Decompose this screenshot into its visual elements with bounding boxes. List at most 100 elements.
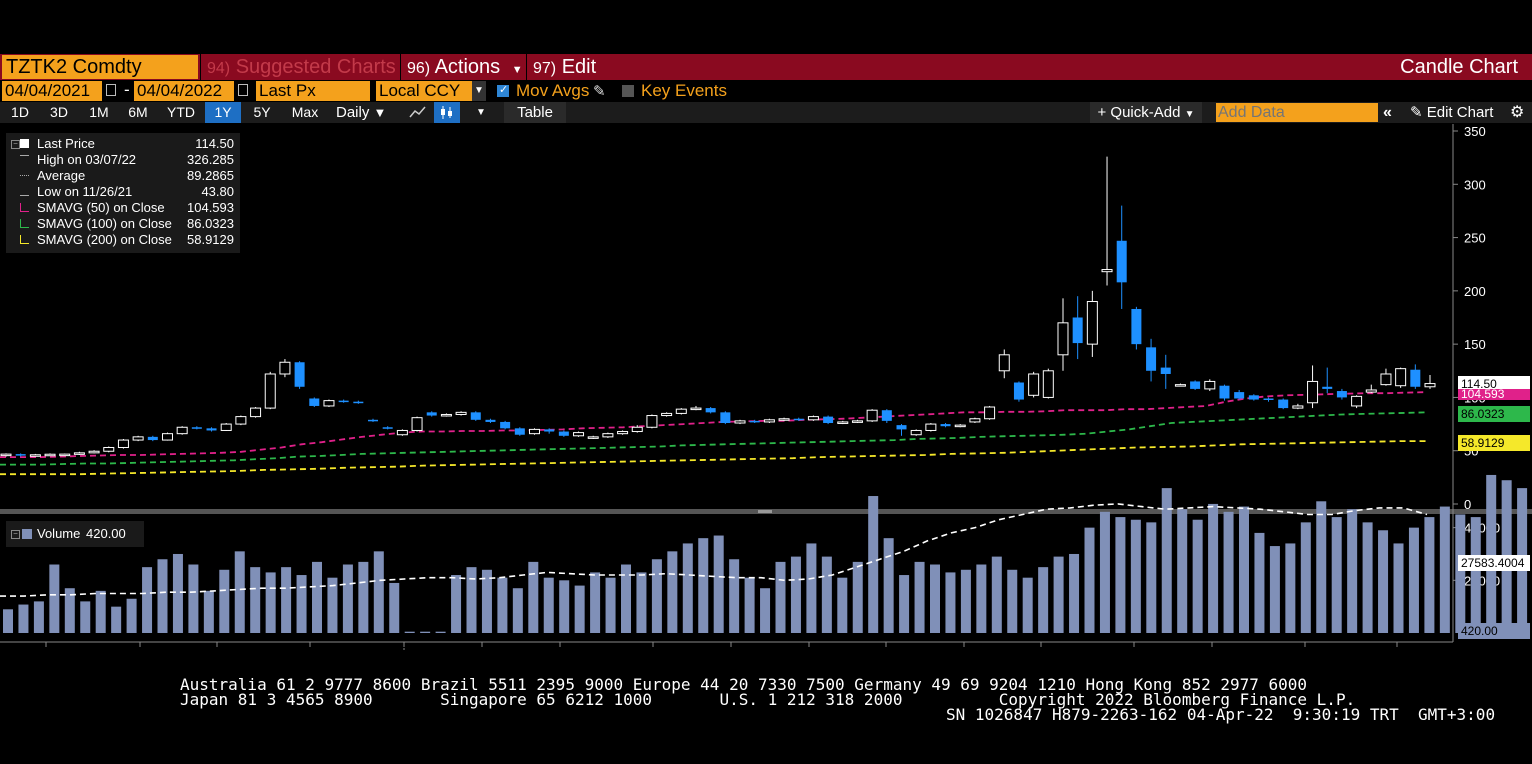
range-6m[interactable]: 6M (128, 104, 148, 120)
actions-label: Actions (434, 56, 501, 78)
start-calendar-icon[interactable] (106, 84, 116, 96)
range-1d[interactable]: 1D (11, 104, 29, 120)
x-tick-label: Nov 30 (27, 648, 65, 650)
candle-body-down (191, 427, 202, 429)
volume-bar (1099, 511, 1110, 633)
volume-bar (559, 580, 570, 633)
price-tick-label: 250 (1464, 231, 1486, 246)
legend-row-last-price: Last Price 114.50 (6, 136, 240, 152)
x-tick-label: Dec 15 (198, 648, 236, 650)
candle-body-down (940, 424, 951, 427)
volume-bar (1038, 567, 1049, 633)
candle-body-up (279, 361, 291, 375)
candle-body-up (925, 423, 937, 431)
candle-body-up (1057, 322, 1069, 356)
volume-bar (95, 590, 106, 633)
currency-chevron-down-icon[interactable]: ▼ (472, 81, 486, 101)
range-5y[interactable]: 5Y (253, 104, 271, 120)
volume-bar (899, 575, 910, 633)
volume-bar (883, 538, 894, 633)
candle-body-down (147, 436, 158, 441)
candle-body-down (1219, 385, 1230, 399)
volume-bar (1161, 488, 1172, 633)
candle-body-up (1042, 370, 1054, 398)
candle-body-up (661, 412, 673, 417)
x-tick-label: Jan 31 (713, 648, 749, 650)
last-price-swatch (20, 139, 29, 148)
range-ytd[interactable]: YTD (167, 104, 195, 120)
volume-bar (1316, 501, 1327, 633)
candle-body-down (338, 400, 349, 403)
candle-body-down (1072, 317, 1083, 344)
legend-value: 58.9129 (187, 232, 234, 247)
quick-add-button[interactable]: + Quick-Add ▼ (1090, 102, 1202, 123)
volume-bar (821, 556, 832, 633)
candle-body-down (1336, 391, 1347, 398)
low-marker-icon (20, 187, 29, 196)
suggested-charts-menu[interactable]: 94) Suggested Charts (200, 54, 400, 80)
price-field-select[interactable]: Last Px (256, 81, 370, 101)
volume-bar (574, 585, 585, 633)
quick-add-chevron-icon: ▼ (1184, 109, 1195, 120)
volume-bar (744, 577, 755, 633)
candle-body-up (176, 426, 188, 435)
volume-average-line (0, 503, 1428, 597)
legend-row-average: Average 89.2865 (6, 168, 240, 184)
volume-bar (1130, 519, 1141, 633)
volume-bar (1084, 527, 1095, 633)
volume-legend-collapse-icon[interactable]: − (11, 530, 20, 539)
chart-type-title: Candle Chart (1400, 56, 1518, 78)
volume-bar (327, 577, 338, 633)
range-max[interactable]: Max (291, 104, 319, 120)
candle-body-up (1365, 389, 1377, 393)
volume-bar (543, 577, 554, 633)
candle-body-down (749, 420, 760, 423)
volume-bar (790, 556, 801, 633)
candle-body-up (59, 453, 71, 457)
volume-swatch (22, 529, 32, 539)
gear-icon[interactable]: ⚙ (1510, 104, 1525, 121)
legend-collapse-icon[interactable]: − (11, 140, 20, 149)
collapse-chevrons-icon[interactable]: « (1383, 104, 1392, 121)
range-3d[interactable]: 3D (50, 104, 68, 120)
key-events-label[interactable]: Key Events (641, 81, 727, 100)
chart-style-chevron-icon[interactable]: ▼ (476, 107, 486, 118)
period-select[interactable]: Daily ▼ (336, 102, 386, 123)
start-date-field[interactable]: 04/04/2021 (2, 81, 102, 101)
edit-chart-button[interactable]: ✎ Edit Chart (1410, 102, 1493, 123)
key-events-checkbox[interactable] (622, 85, 634, 97)
volume-bar (651, 559, 662, 633)
mov-avgs-label[interactable]: Mov Avgs (516, 81, 590, 100)
candle-body-down (896, 425, 907, 430)
volume-bar (1439, 506, 1450, 633)
candle-body-down (720, 412, 731, 424)
actions-menu[interactable]: 96) Actions ▼ (400, 54, 526, 80)
range-1m[interactable]: 1M (89, 104, 109, 120)
candle-body-down (793, 418, 804, 421)
x-tick-label: Jan 7 (467, 648, 497, 650)
currency-select[interactable]: Local CCY (376, 81, 472, 101)
line-chart-icon[interactable] (402, 102, 432, 123)
volume-bar (1408, 527, 1419, 633)
end-date-field[interactable]: 04/04/2022 (134, 81, 234, 101)
ticker-field[interactable]: TZTK2 Comdty (2, 55, 198, 79)
add-data-input[interactable] (1216, 103, 1378, 122)
candle-body-up (910, 429, 922, 436)
pencil-icon[interactable]: ✎ (593, 83, 606, 100)
candle-body-up (1292, 405, 1304, 409)
sma200-tag: 58.9129 (1458, 435, 1530, 451)
volume-bar (358, 561, 369, 633)
candle-body-up (396, 429, 408, 436)
candle-body-down (426, 412, 437, 416)
volume-bar (126, 598, 137, 633)
range-1y[interactable]: 1Y (205, 102, 241, 123)
volume-bar (466, 567, 477, 633)
volume-bar (203, 590, 214, 633)
candle-body-up (587, 436, 599, 439)
sma50-tag: 104.593 (1458, 389, 1530, 400)
candle-chart-icon[interactable] (434, 102, 460, 123)
legend-value: 326.285 (187, 152, 234, 167)
mov-avgs-checkbox[interactable] (497, 83, 509, 97)
end-calendar-icon[interactable] (238, 84, 248, 96)
table-button[interactable]: Table (504, 102, 566, 123)
